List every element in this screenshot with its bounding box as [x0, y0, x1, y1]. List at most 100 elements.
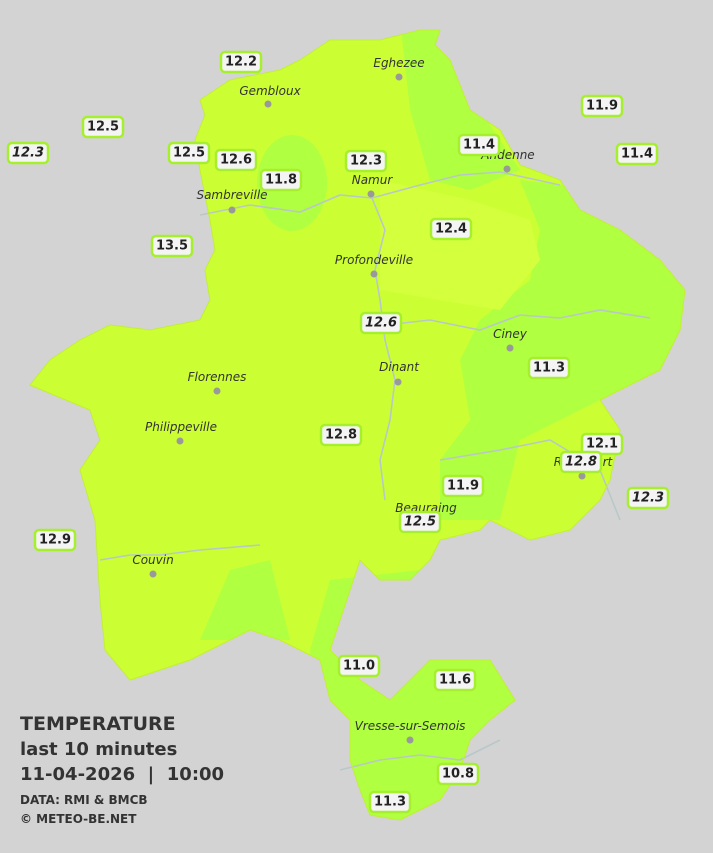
- station-value: 11.9: [586, 99, 618, 114]
- stations: 12.2 12.5 12.3 12.5 12.6 11.8 12.3 11.4 11.9 11.4…: [6, 50, 670, 814]
- station: 12.6: [359, 311, 403, 335]
- station: 11.3: [368, 790, 412, 814]
- station: 10.8: [436, 762, 480, 786]
- station-box: [441, 474, 485, 498]
- station: 11.9: [580, 94, 624, 118]
- city-label: Philippeville: [145, 420, 217, 434]
- station: 11.6: [433, 668, 477, 692]
- city-dot: [149, 570, 157, 578]
- legend-credit: © METEO-BE.NET: [20, 812, 137, 826]
- station-value: 12.3: [632, 491, 664, 506]
- station-box: [615, 142, 659, 166]
- city-label: Couvin: [132, 553, 173, 567]
- station-box: [219, 50, 263, 74]
- station: 12.3: [626, 486, 670, 510]
- station: 11.8: [259, 168, 303, 192]
- station-box: [259, 168, 303, 192]
- city-label: Vresse-sur-Semois: [355, 719, 466, 733]
- city-dot: [578, 472, 586, 480]
- station-box: [167, 141, 211, 165]
- station: 12.8: [559, 450, 603, 474]
- station: 12.3: [344, 149, 388, 173]
- station-value: 11.3: [533, 361, 565, 376]
- station-value: 12.6: [220, 153, 252, 168]
- station-value: 13.5: [156, 239, 188, 254]
- station: 12.2: [219, 50, 263, 74]
- legend-period: last 10 minutes: [20, 739, 177, 760]
- zone-cool: [440, 180, 685, 520]
- station: 11.0: [337, 654, 381, 678]
- river: [339, 739, 501, 771]
- station-value: 12.9: [39, 533, 71, 548]
- station-value: 12.8: [565, 455, 597, 470]
- station-value: 12.8: [325, 428, 357, 443]
- station-box: [398, 510, 442, 534]
- station: 13.5: [150, 234, 194, 258]
- station-value: 12.3: [12, 146, 44, 161]
- station-box: [433, 668, 477, 692]
- city-dot: [395, 73, 403, 81]
- station: 12.5: [398, 510, 442, 534]
- station-box: [527, 356, 571, 380]
- station-box: [6, 141, 50, 165]
- city-dot: [394, 378, 402, 386]
- legend-datetime: 11-04-2026 | 10:00: [20, 764, 224, 785]
- station-box: [319, 423, 363, 447]
- station-value: 11.0: [343, 659, 375, 674]
- station-value: 12.6: [365, 316, 397, 331]
- station-value: 12.4: [435, 222, 467, 237]
- station: 11.4: [615, 142, 659, 166]
- station-box: [337, 654, 381, 678]
- station-value: 12.5: [173, 146, 205, 161]
- station: 12.3: [6, 141, 50, 165]
- station-box: [429, 217, 473, 241]
- station: 11.3: [527, 356, 571, 380]
- river: [99, 544, 261, 561]
- city-label: Ciney: [493, 327, 528, 341]
- station: 12.6: [214, 148, 258, 172]
- station: 11.4: [457, 133, 501, 157]
- city-label: Sambreville: [196, 188, 267, 202]
- station-box: [580, 94, 624, 118]
- city-label: Gembloux: [239, 84, 301, 98]
- station-box: [344, 149, 388, 173]
- city-label: Profondeville: [335, 253, 413, 267]
- rivers: [99, 171, 651, 771]
- station-value: 12.3: [350, 154, 382, 169]
- city-label: Florennes: [188, 370, 247, 384]
- station-box: [457, 133, 501, 157]
- river: [371, 197, 396, 501]
- city-dot: [406, 736, 414, 744]
- station: 12.5: [81, 115, 125, 139]
- station-value: 11.3: [374, 795, 406, 810]
- station-box: [81, 115, 125, 139]
- city-dot: [503, 165, 511, 173]
- zone-cool: [200, 560, 290, 640]
- station-value: 11.6: [439, 673, 471, 688]
- station: 12.5: [167, 141, 211, 165]
- city-dot: [367, 190, 375, 198]
- station-box: [626, 486, 670, 510]
- station-box: [359, 311, 403, 335]
- station-value: 11.4: [621, 147, 653, 162]
- station-value: 11.9: [447, 479, 479, 494]
- station-value: 12.5: [87, 120, 119, 135]
- station-box: [150, 234, 194, 258]
- station: 12.1: [580, 432, 624, 456]
- station: 12.4: [429, 217, 473, 241]
- legend-source: DATA: RMI & BMCB: [20, 793, 148, 807]
- station-value: 11.4: [463, 138, 495, 153]
- city-dot: [176, 437, 184, 445]
- city-dot: [506, 344, 514, 352]
- city-label: Eghezee: [373, 56, 424, 70]
- city-label: Dinant: [379, 360, 420, 374]
- legend-title: TEMPERATURE: [20, 713, 176, 735]
- station-box: [33, 528, 77, 552]
- station-box: [214, 148, 258, 172]
- city-dot: [213, 387, 221, 395]
- station-value: 11.8: [265, 173, 297, 188]
- station-value: 12.2: [225, 55, 257, 70]
- station: 11.9: [441, 474, 485, 498]
- legend: TEMPERATURE last 10 minutes 11-04-2026 |…: [20, 713, 224, 826]
